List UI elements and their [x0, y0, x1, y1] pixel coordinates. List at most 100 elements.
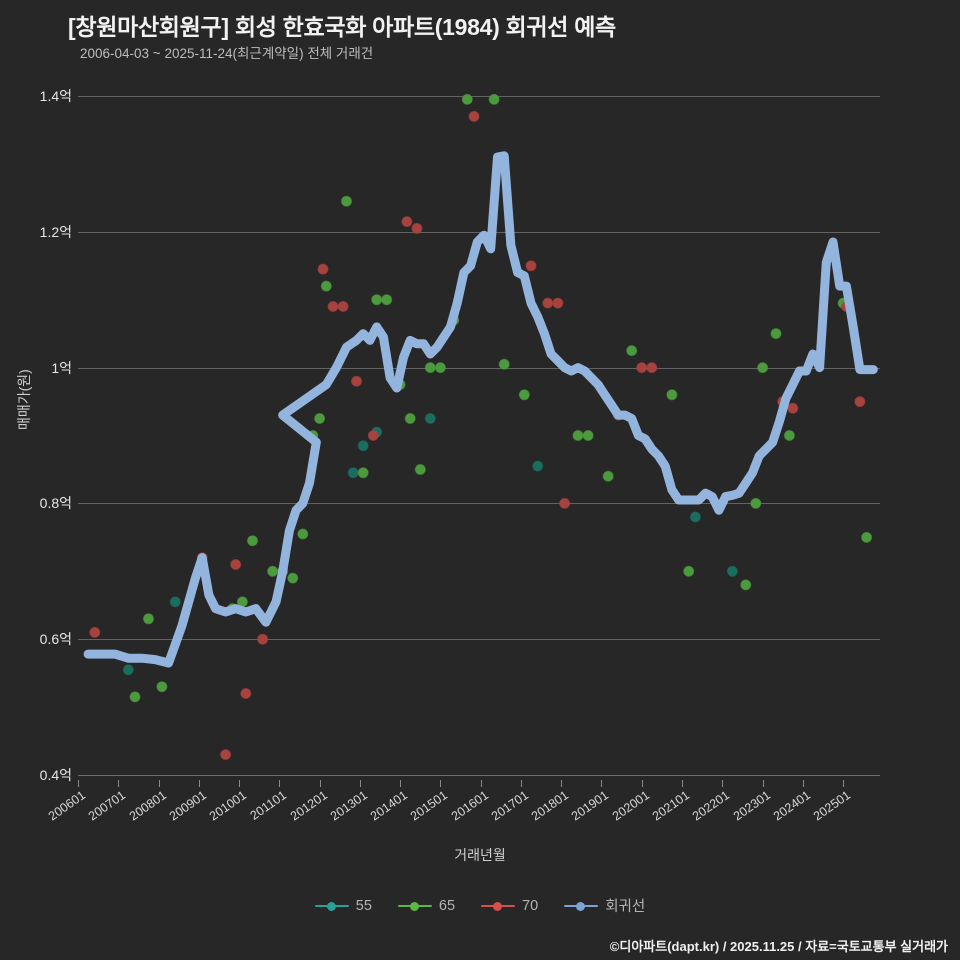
scatter-series-55	[122, 413, 738, 676]
scatter-point	[572, 430, 584, 441]
scatter-point	[861, 531, 873, 543]
x-axis-tick	[359, 780, 361, 787]
scatter-point	[740, 579, 752, 591]
scatter-point	[468, 110, 480, 122]
scatter-point	[371, 294, 383, 306]
scatter-point	[156, 681, 168, 693]
scatter-point	[267, 565, 279, 577]
x-axis-tick	[843, 780, 845, 787]
legend-label: 55	[355, 897, 372, 914]
gridline	[78, 367, 880, 369]
legend-item-65[interactable]: 65	[397, 897, 456, 914]
scatter-point	[683, 565, 695, 577]
x-axis-tick	[400, 780, 402, 787]
x-axis-tick	[480, 780, 482, 787]
scatter-point	[434, 362, 446, 374]
y-axis-tick-label: 1.2억	[39, 223, 72, 240]
gridline	[78, 503, 880, 505]
y-axis-title: 매매가(원)	[16, 369, 32, 430]
scatter-point	[230, 559, 242, 570]
x-axis-tick	[319, 780, 321, 787]
x-axis-tick	[641, 780, 643, 787]
x-axis-tick	[198, 780, 200, 787]
legend-marker-icon	[564, 900, 599, 912]
scatter-point	[518, 389, 530, 401]
x-axis-tick	[158, 780, 160, 787]
scatter-point	[411, 222, 423, 234]
scatter-point	[143, 613, 154, 625]
scatter-point	[320, 280, 332, 292]
scatter-point	[129, 691, 141, 703]
scatter-point	[461, 93, 473, 105]
scatter-point	[666, 389, 678, 401]
y-axis-tick-label: 0.8억	[39, 495, 72, 512]
scatter-point	[414, 464, 426, 475]
scatter-point	[750, 497, 762, 509]
scatter-point	[757, 362, 769, 374]
scatter-point	[532, 460, 544, 472]
y-axis-tick-label: 0.6억	[39, 631, 72, 648]
page-title: [창원마산회원구] 회성 한효국화 아파트(1984) 회귀선 예측	[68, 14, 616, 40]
scatter-point	[770, 328, 782, 340]
scatter-point	[314, 413, 326, 424]
x-axis-tick	[520, 780, 522, 787]
gridline	[78, 231, 880, 233]
plot-area: 1.4억 1.2억 1억 0.8억 0.6억 0.4억	[40, 88, 880, 783]
scatter-point	[240, 688, 252, 699]
footer-credit: ©디아파트(dapt.kr) / 2025.11.25 / 자료=국토교통부 실…	[609, 939, 948, 954]
scatter-point	[357, 467, 369, 479]
scatter-point	[367, 430, 379, 441]
scatter-point	[381, 294, 393, 306]
scatter-point	[424, 413, 436, 424]
scatter-point	[220, 749, 232, 761]
scatter-series-70	[89, 110, 866, 761]
legend-label: 회귀선	[605, 899, 646, 915]
chart-legend: 55 65 70 회귀선	[0, 895, 960, 916]
x-axis-line	[78, 775, 880, 776]
gridline	[78, 96, 880, 97]
x-axis-tick	[601, 780, 603, 787]
scatter-point	[257, 633, 269, 645]
y-axis-tick-label: 1.4억	[39, 88, 72, 104]
scatter-point	[787, 402, 799, 414]
scatter-point	[247, 535, 258, 547]
scatter-point	[602, 470, 614, 482]
x-axis-tick	[682, 780, 684, 787]
x-axis-tick	[239, 780, 241, 787]
x-axis-title: 거래년월	[454, 847, 506, 863]
scatter-point	[287, 572, 299, 584]
legend-marker-icon	[397, 900, 432, 912]
legend-marker-icon	[481, 900, 516, 912]
x-axis-tick	[802, 780, 804, 787]
scatter-point	[317, 263, 329, 275]
page-subtitle: 2006-04-03 ~ 2025-11-24(최근계약일) 전체 거래건	[80, 46, 374, 61]
scatter-point	[404, 413, 416, 424]
x-axis-tick	[722, 780, 724, 787]
legend-item-회귀선[interactable]: 회귀선	[564, 895, 645, 916]
scatter-point	[357, 440, 369, 452]
x-axis-tick	[762, 780, 764, 787]
x-axis-tick	[561, 780, 563, 787]
scatter-point	[89, 626, 101, 638]
legend-item-55[interactable]: 55	[314, 897, 372, 914]
scatter-point	[327, 301, 339, 312]
x-axis-tick	[78, 780, 79, 787]
legend-label: 65	[438, 897, 456, 914]
scatter-point	[525, 260, 537, 272]
gridline	[78, 639, 880, 641]
x-axis-tick	[279, 780, 281, 787]
scatter-point	[337, 301, 349, 312]
scatter-point	[351, 375, 362, 387]
scatter-point	[122, 664, 134, 676]
regression-line	[83, 151, 878, 668]
x-axis-tick	[118, 780, 120, 787]
y-axis-tick-label: 1억	[51, 359, 72, 376]
scatter-point	[559, 497, 571, 509]
scatter-point	[783, 430, 795, 441]
scatter-point	[401, 216, 413, 228]
scatter-point	[498, 358, 510, 370]
scatter-point	[689, 511, 701, 523]
legend-item-70[interactable]: 70	[481, 898, 538, 914]
scatter-point	[552, 297, 564, 309]
